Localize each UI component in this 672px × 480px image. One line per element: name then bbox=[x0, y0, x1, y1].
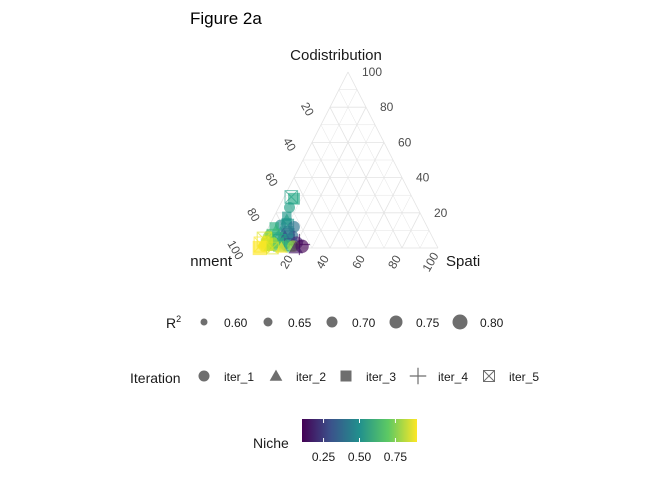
axis-label-spatial: Spati bbox=[446, 253, 480, 270]
tick-label-spatial: 80 bbox=[385, 252, 404, 271]
data-point bbox=[275, 241, 288, 253]
shape-legend-key bbox=[340, 370, 352, 382]
size-legend: R2 0.60 0.65 0.70 0.75 0.80 bbox=[166, 314, 504, 331]
colorbar-tick-label: 0.50 bbox=[348, 450, 372, 464]
axis-label-environment: nment bbox=[190, 253, 233, 270]
tick-label-spatial: 100 bbox=[419, 250, 441, 275]
shape-legend-label: iter_4 bbox=[438, 370, 468, 384]
shape-legend-key bbox=[483, 370, 495, 382]
shape-legend-label: iter_1 bbox=[224, 370, 254, 384]
size-legend-key bbox=[389, 315, 403, 329]
tick-label-codist: 20 bbox=[434, 206, 448, 220]
shape-legend: Iteration iter_1 iter_2 iter_3 iter_4 iter_5 bbox=[130, 367, 539, 386]
shape-legend-key bbox=[269, 369, 283, 381]
ternary-grid bbox=[257, 71, 439, 249]
data-point bbox=[288, 240, 304, 254]
axis-label-codistribution: Codistribution bbox=[290, 47, 382, 64]
size-legend-key bbox=[200, 318, 208, 326]
size-legend-label: 0.70 bbox=[352, 316, 376, 330]
data-point bbox=[284, 233, 295, 245]
shape-legend-key bbox=[198, 370, 210, 382]
tick-label-codist: 60 bbox=[398, 135, 412, 149]
size-legend-key bbox=[263, 317, 273, 327]
size-legend-label: 0.75 bbox=[416, 316, 440, 330]
colorbar-tick-label: 0.75 bbox=[384, 450, 408, 464]
tick-label-codist: 80 bbox=[380, 100, 394, 114]
size-legend-key bbox=[326, 316, 338, 328]
data-point bbox=[281, 218, 292, 229]
tick-label-environment: 40 bbox=[280, 135, 299, 154]
data-point bbox=[288, 192, 300, 205]
tick-label-environment: 60 bbox=[262, 170, 281, 189]
data-point bbox=[284, 202, 295, 214]
data-point bbox=[272, 231, 284, 243]
tick-label-codist: 100 bbox=[362, 65, 382, 79]
size-legend-label: 0.60 bbox=[224, 316, 248, 330]
shape-legend-label: iter_5 bbox=[509, 370, 539, 384]
shape-legend-label: iter_3 bbox=[366, 370, 396, 384]
data-point bbox=[252, 240, 267, 256]
chart-title: Figure 2a bbox=[190, 9, 262, 28]
color-legend-title: Niche bbox=[253, 435, 289, 451]
data-point bbox=[269, 222, 279, 232]
shape-legend-key bbox=[409, 367, 427, 385]
tick-label-spatial: 20 bbox=[277, 252, 296, 271]
size-legend-key bbox=[452, 314, 468, 330]
tick-label-spatial: 60 bbox=[349, 252, 368, 271]
data-points bbox=[252, 190, 311, 256]
tick-label-codist: 40 bbox=[416, 171, 430, 185]
colorbar bbox=[302, 419, 417, 442]
tick-label-environment: 20 bbox=[298, 100, 317, 119]
tick-label-environment: 80 bbox=[244, 206, 263, 225]
size-legend-label: 0.80 bbox=[480, 316, 504, 330]
size-legend-label: 0.65 bbox=[288, 316, 312, 330]
shape-legend-label: iter_2 bbox=[296, 370, 326, 384]
color-legend: Niche 0.25 0.50 0.75 bbox=[253, 419, 417, 464]
size-legend-title: R2 bbox=[166, 314, 181, 331]
colorbar-tick-label: 0.25 bbox=[312, 450, 336, 464]
shape-legend-title: Iteration bbox=[130, 370, 181, 386]
tick-label-spatial: 40 bbox=[313, 252, 332, 271]
